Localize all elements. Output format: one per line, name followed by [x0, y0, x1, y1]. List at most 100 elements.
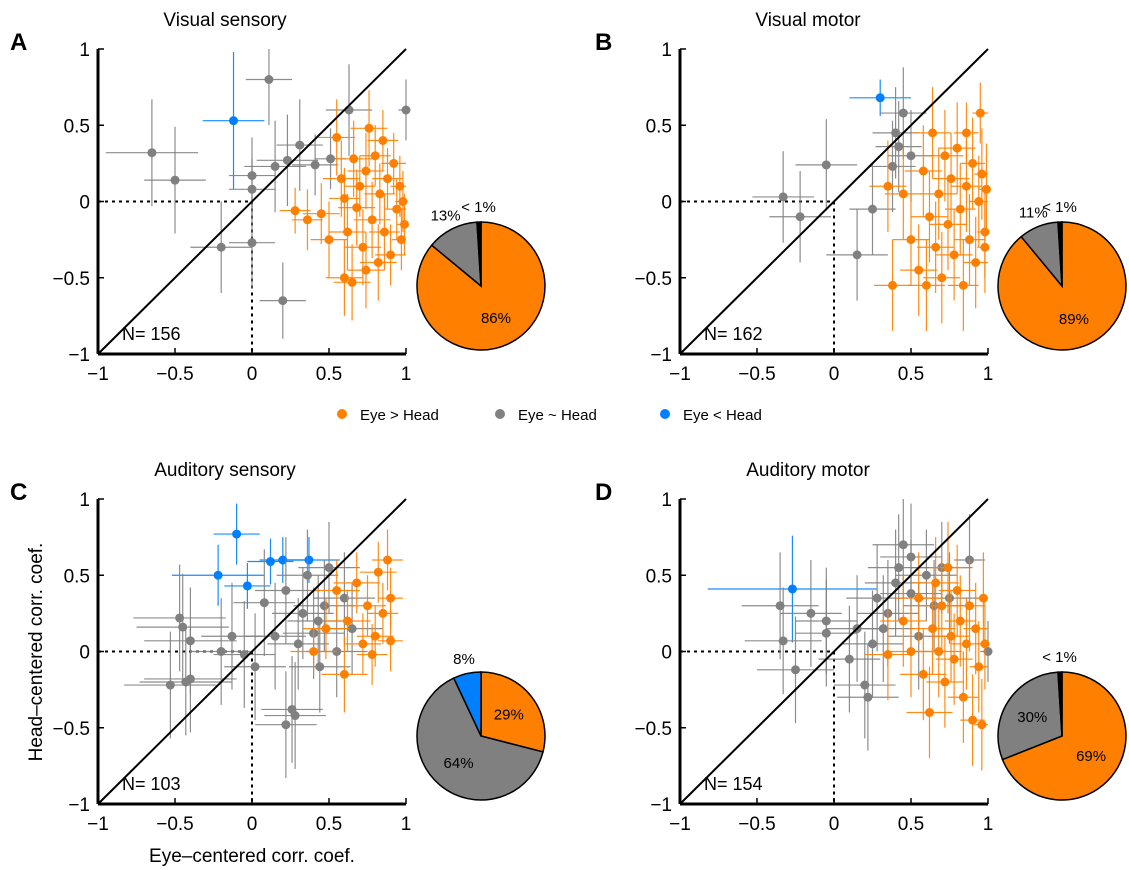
- data-point-orange: [915, 605, 962, 698]
- data-point-marker: [379, 227, 389, 237]
- data-point-marker: [898, 108, 908, 118]
- data-point-orange: [338, 169, 376, 246]
- data-point-marker: [352, 578, 362, 588]
- data-point-orange: [321, 636, 368, 713]
- data-point-marker: [270, 631, 280, 641]
- data-point-orange: [310, 201, 348, 278]
- data-point-orange: [364, 163, 396, 225]
- data-point-gray: [244, 582, 306, 690]
- y-tick-label: 0.5: [646, 116, 672, 137]
- data-point-marker: [898, 616, 908, 626]
- pie-slice-label: 29%: [494, 706, 524, 723]
- data-point-gray: [880, 67, 927, 159]
- data-point-marker: [778, 192, 788, 202]
- data-point-marker: [958, 280, 968, 290]
- data-point-orange: [347, 232, 385, 309]
- y-tick-label: 0: [79, 643, 90, 664]
- data-point-orange: [349, 575, 386, 637]
- data-point-marker: [795, 212, 805, 222]
- data-point-orange: [977, 598, 990, 690]
- data-point-marker: [386, 636, 396, 646]
- data-point-orange: [938, 102, 976, 194]
- y-tick-label: 0: [661, 643, 672, 664]
- pie-chart: 89% 11%< 1%: [997, 199, 1127, 351]
- data-point-marker: [358, 242, 368, 252]
- data-point-orange: [974, 128, 988, 220]
- data-point-marker: [347, 277, 357, 287]
- data-point-orange: [359, 125, 391, 187]
- data-point-orange: [279, 187, 311, 234]
- data-point-marker: [313, 616, 323, 626]
- data-point-orange: [935, 613, 973, 705]
- data-point-marker: [175, 613, 185, 623]
- data-point-orange: [960, 117, 985, 210]
- panel-letter: A: [10, 29, 27, 56]
- x-tick-label: 0.5: [316, 364, 342, 385]
- pie-slice-label: 11%: [1019, 204, 1048, 221]
- data-point-orange: [974, 678, 988, 771]
- data-point-marker: [965, 601, 975, 611]
- x-tick-label: −1: [87, 814, 109, 835]
- pie-slice: [480, 671, 546, 753]
- data-point-marker: [316, 209, 326, 219]
- y-tick-label: 0.5: [646, 566, 672, 587]
- pie-slice-label: 86%: [481, 310, 511, 327]
- data-point-marker: [937, 601, 947, 611]
- data-point-orange: [977, 201, 990, 293]
- data-point-gray: [139, 628, 232, 736]
- data-point-marker: [875, 93, 885, 103]
- data-point-orange: [333, 552, 380, 614]
- data-point-orange: [356, 624, 388, 686]
- x-tick-label: −0.5: [738, 814, 776, 835]
- data-point-gray: [852, 575, 915, 682]
- data-point-marker: [216, 242, 226, 252]
- pie-slice-label: 89%: [1059, 311, 1089, 328]
- data-point-orange: [914, 87, 952, 179]
- data-point-gray: [259, 262, 306, 339]
- data-point-orange: [917, 201, 955, 293]
- data-point-marker: [945, 593, 954, 603]
- data-point-marker: [924, 708, 934, 717]
- data-point-marker: [949, 654, 959, 664]
- n-count-label: N= 162: [704, 324, 763, 344]
- pie-chart: 29% 64% 8%: [416, 651, 546, 801]
- data-point-marker: [227, 631, 237, 641]
- data-point-gray: [144, 126, 206, 234]
- data-point-marker: [386, 250, 396, 260]
- panel-letter: C: [10, 479, 27, 506]
- data-point-marker: [878, 624, 888, 634]
- data-point-marker: [229, 116, 239, 126]
- pie-slice-label: 64%: [444, 755, 474, 772]
- data-point-marker: [242, 581, 252, 591]
- x-tick-label: 0: [247, 814, 258, 835]
- data-point-gray: [841, 590, 904, 698]
- data-point-marker: [928, 624, 938, 634]
- y-tick-label: −1: [68, 795, 90, 816]
- data-point-orange: [302, 598, 350, 660]
- data-point-marker: [165, 680, 175, 690]
- data-point-marker: [342, 616, 352, 626]
- y-tick-label: −0.5: [52, 719, 90, 740]
- unity-line: [97, 48, 407, 355]
- data-point-marker: [281, 720, 291, 730]
- panel-c: C Auditory sensory −1 −0.5 0 0.5 1 1 0.5 0 −0.5 −1 N…: [10, 460, 546, 835]
- data-point-orange: [869, 140, 907, 232]
- data-point-marker: [290, 711, 300, 721]
- data-point-marker: [373, 567, 383, 577]
- pie-slice-label: 13%: [431, 208, 461, 225]
- data-point-marker: [247, 184, 257, 194]
- data-point-orange: [322, 140, 360, 217]
- data-point-marker: [974, 197, 984, 206]
- y-tick-label: −1: [68, 345, 90, 366]
- data-point-blue: [171, 544, 265, 606]
- data-point-marker: [883, 650, 893, 660]
- data-point-marker: [946, 174, 956, 184]
- x-tick-label: −0.5: [156, 364, 194, 385]
- data-point-marker: [339, 593, 349, 603]
- data-point-marker: [339, 273, 349, 283]
- data-point-marker: [310, 160, 320, 170]
- data-point-marker: [304, 555, 314, 565]
- data-point-marker: [361, 265, 371, 275]
- panel-d: D Auditory motor −1 −0.5 0 0.5 1 1 0.5 0 −0.5 −1 N= …: [595, 460, 1127, 835]
- data-point-marker: [971, 624, 981, 634]
